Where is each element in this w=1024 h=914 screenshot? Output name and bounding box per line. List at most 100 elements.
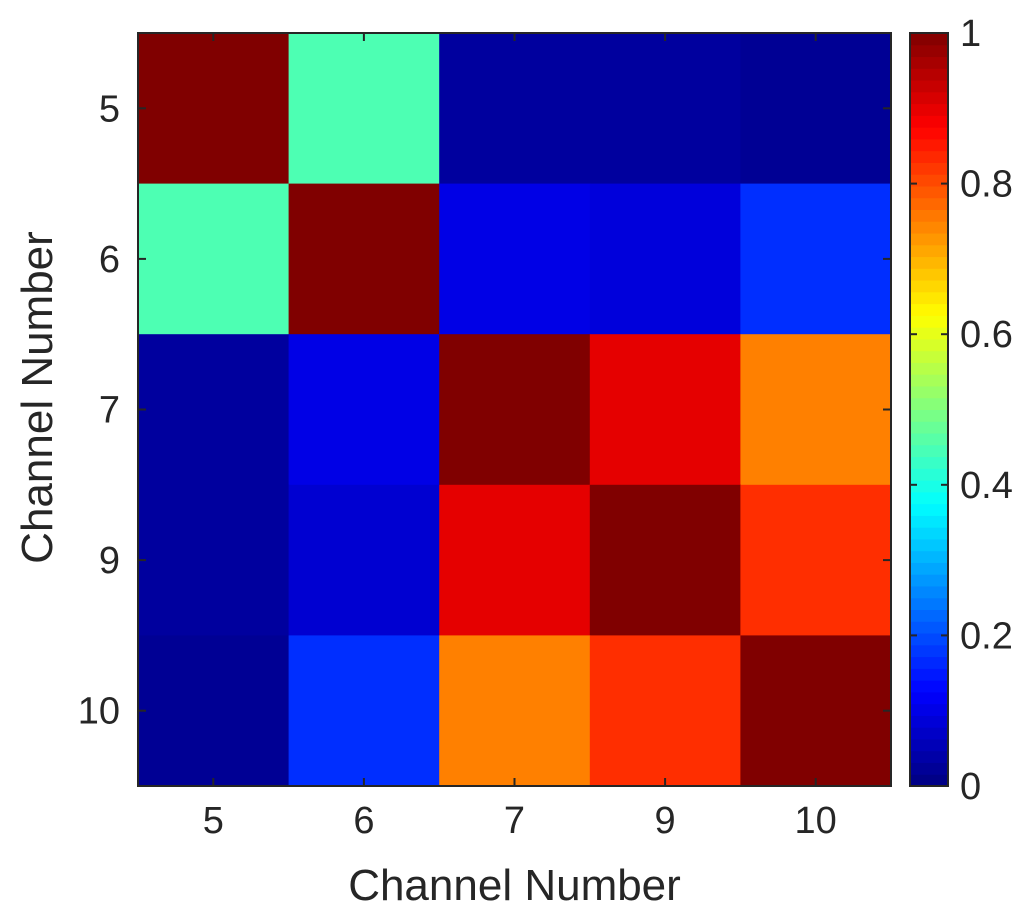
colorbar-band	[910, 291, 948, 305]
colorbar-band	[910, 656, 948, 669]
colorbar-band	[910, 491, 948, 505]
heatmap-cell-r7-c9	[589, 334, 741, 486]
colorbar-tick-label: 0.6	[960, 314, 1013, 356]
colorbar-band	[910, 350, 948, 363]
colorbar-band	[910, 421, 948, 434]
colorbar-band	[910, 315, 948, 328]
colorbar-band	[910, 668, 948, 681]
colorbar-band	[910, 338, 948, 352]
heatmap-cell-r7-c10	[740, 334, 892, 486]
colorbar-band	[910, 244, 948, 258]
colorbar-band	[910, 91, 948, 105]
colorbar-band	[910, 750, 948, 763]
colorbar-band	[910, 303, 948, 316]
colorbar-band	[910, 33, 948, 46]
colorbar-band	[910, 138, 948, 152]
x-axis-label: Channel Number	[348, 861, 681, 910]
heatmap-cell-r5-c6	[288, 33, 440, 185]
heatmap-cell-r9-c5	[138, 484, 290, 636]
colorbar-tick-label: 0	[960, 766, 981, 808]
colorbar-band	[910, 574, 948, 587]
colorbar-band	[910, 162, 948, 175]
x-tick-label: 7	[504, 800, 525, 842]
colorbar-band	[910, 56, 948, 69]
colorbar-band	[910, 538, 948, 552]
colorbar-band	[910, 456, 948, 469]
colorbar-band	[910, 738, 948, 752]
colorbar-band	[910, 680, 948, 693]
heatmap-cell-r10-c6	[288, 635, 440, 787]
colorbar-band	[910, 221, 948, 234]
colorbar-band	[910, 703, 948, 716]
colorbar-band	[910, 515, 948, 528]
heatmap-cell-r6-c9	[589, 183, 741, 335]
colorbar-band	[910, 644, 948, 658]
x-tick-label: 10	[795, 800, 837, 842]
colorbar-band	[910, 597, 948, 611]
heatmap-cell-r5-c5	[138, 33, 290, 185]
axis-labels: Channel Number Channel Number	[13, 231, 681, 910]
colorbar-band	[910, 127, 948, 140]
heatmap-cell-r5-c10	[740, 33, 892, 185]
heatmap-cell-r6-c10	[740, 183, 892, 335]
colorbar-band	[910, 774, 948, 787]
heatmap-cell-r7-c7	[439, 334, 591, 486]
colorbar-band	[910, 444, 948, 458]
colorbar-band	[910, 562, 948, 575]
colorbar-band	[910, 44, 948, 58]
colorbar-band	[910, 409, 948, 422]
colorbar-band	[910, 727, 948, 740]
colorbar-band	[910, 256, 948, 269]
colorbar-tick-label: 0.2	[960, 615, 1013, 657]
colorbar-band	[910, 691, 948, 705]
colorbar-band	[910, 280, 948, 293]
heatmap-cell-r10-c9	[589, 635, 741, 787]
x-tick-label: 5	[203, 800, 224, 842]
colorbar-frame	[909, 32, 949, 787]
heatmap-cell-r5-c9	[589, 33, 741, 185]
heatmap-cell-r10-c5	[138, 635, 290, 787]
colorbar-band	[910, 397, 948, 410]
colorbar-band	[910, 374, 948, 387]
colorbar-band	[910, 68, 948, 81]
colorbar-band	[910, 209, 948, 222]
colorbar-band	[910, 268, 948, 281]
colorbar-tick-label: 0.8	[960, 164, 1013, 206]
heatmap-cell-r7-c5	[138, 334, 290, 486]
colorbar-band	[910, 503, 948, 516]
colorbar-band	[910, 468, 948, 481]
colorbar-band	[910, 715, 948, 728]
heatmap-cell-r5-c7	[439, 33, 591, 185]
heatmap-cell-r9-c9	[589, 484, 741, 636]
y-tick-label: 7	[99, 390, 120, 432]
colorbar-band	[910, 585, 948, 599]
y-axis-label: Channel Number	[13, 231, 62, 564]
heatmap-cell-r6-c6	[288, 183, 440, 335]
heatmap-cell-r6-c7	[439, 183, 591, 335]
colorbar-band	[910, 150, 948, 163]
heatmap-cell-r10-c7	[439, 635, 591, 787]
x-tick-label: 9	[655, 800, 676, 842]
colorbar-band	[910, 115, 948, 128]
colorbar-band	[910, 197, 948, 210]
colorbar-band	[910, 103, 948, 116]
heatmap-cell-r7-c6	[288, 334, 440, 486]
colorbar-tick-label: 1	[960, 13, 981, 55]
heatmap-cell-r9-c10	[740, 484, 892, 636]
heatmap-cell-r9-c6	[288, 484, 440, 636]
heatmap-cells	[138, 33, 892, 787]
colorbar: 0 0.2 0.4 0.6 0.8 1	[909, 13, 1013, 808]
colorbar-band	[910, 621, 948, 634]
colorbar-band	[910, 633, 948, 646]
colorbar-band	[910, 185, 948, 199]
y-tick-label: 5	[99, 88, 120, 130]
y-tick-label: 9	[99, 540, 120, 582]
colorbar-band	[910, 762, 948, 775]
colorbar-band	[910, 527, 948, 540]
colorbar-band	[910, 550, 948, 563]
axis-ticks: 5 6 7 9 10 5 6 7 9 10	[78, 32, 892, 842]
heatmap-cell-r10-c10	[740, 635, 892, 787]
colorbar-band	[910, 433, 948, 446]
